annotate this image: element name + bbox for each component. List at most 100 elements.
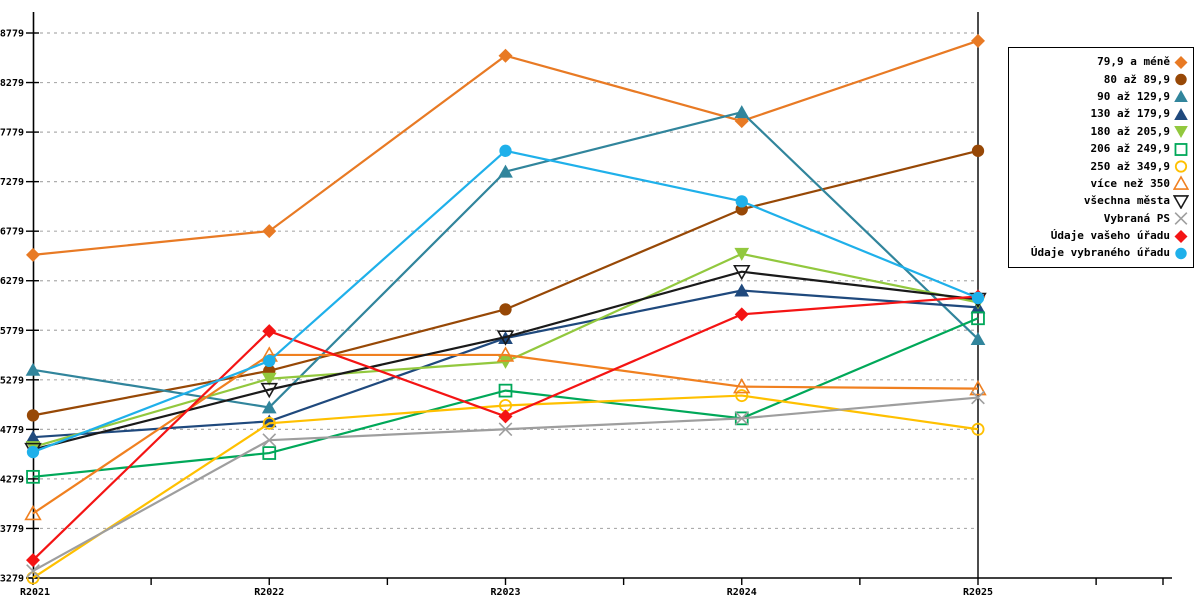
legend-item-gt-350: více než 350 — [1013, 175, 1190, 192]
series-selected-office-point-R2022 — [263, 354, 276, 368]
legend-item-90-129: 90 až 129,9 — [1013, 88, 1189, 105]
x-tick-label-R2025: R2025 — [963, 587, 993, 598]
series-vybrana-ps-point-R2021 — [26, 564, 40, 578]
y-tick-label-4779: 4779 — [0, 425, 24, 436]
legend-item-all-cities: všechna města — [1013, 192, 1190, 210]
series-your-office-point-R2023 — [498, 409, 513, 424]
series-gt-350 — [24, 346, 987, 521]
y-tick-label-4279: 4279 — [0, 474, 24, 485]
y-tick-label-3279: 3279 — [0, 574, 24, 585]
series-80-89-point-R2023 — [499, 303, 512, 316]
x-tick-label-R2024: R2024 — [727, 587, 757, 598]
series-250-349 — [26, 389, 985, 585]
series-all-cities-point-R2024 — [733, 264, 751, 281]
series-gt-350-point-R2023 — [496, 346, 515, 362]
x-tick-label-R2021: R2021 — [20, 587, 50, 598]
series-le-79-point-R2025 — [971, 33, 985, 48]
legend-label: Vybraná PS — [1103, 211, 1170, 225]
series-gt-350-point-R2024 — [733, 378, 751, 394]
series-206-249 — [26, 311, 985, 484]
legend-label: 250 až 349,9 — [1090, 159, 1170, 173]
series-all-cities-point-R2023 — [496, 330, 515, 346]
y-tick-label-7279: 7279 — [0, 177, 24, 188]
legend-label: všechna města — [1083, 194, 1170, 208]
series-your-office-point-R2024 — [734, 307, 749, 322]
y-tick-label-6279: 6279 — [0, 276, 24, 287]
y-tick-label-5779: 5779 — [0, 326, 24, 337]
series-vybrana-ps-point-R2024 — [734, 411, 749, 426]
legend-marker-square-open-icon — [1173, 141, 1189, 157]
legend-label: Údaje vašeho úřadu — [1050, 229, 1170, 243]
legend-marker-glyph — [1174, 90, 1188, 103]
legend-marker-diamond-icon — [1173, 228, 1189, 244]
series-180-205-point-R2023 — [498, 355, 513, 369]
y-tick-label-6779: 6779 — [0, 227, 24, 238]
series-90-129-point-R2022 — [261, 400, 277, 414]
series-selected-office-point-R2024 — [735, 195, 748, 208]
legend-marker-glyph — [1174, 107, 1188, 120]
series-your-office-point-R2021 — [26, 553, 40, 568]
legend-marker-circle-open-icon — [1173, 158, 1189, 174]
series-250-349-point-R2025 — [971, 422, 985, 436]
legend-marker-glyph — [1174, 126, 1188, 139]
series-selected-office-point-R2023 — [499, 144, 512, 157]
legend-marker-triangle-up-icon — [1173, 88, 1189, 104]
x-tick-label-R2022: R2022 — [254, 587, 284, 598]
series-180-205-point-R2022 — [261, 372, 277, 386]
legend-marker-triangle-open-icon — [1172, 175, 1190, 191]
legend-label: 180 až 205,9 — [1090, 124, 1170, 138]
series-206-249-point-R2022 — [262, 446, 277, 460]
series-80-89-point-R2025 — [971, 144, 985, 157]
series-le-79-point-R2022 — [262, 224, 277, 239]
series-le-79-point-R2021 — [26, 247, 40, 262]
series-90-129-point-R2024 — [734, 105, 750, 119]
series-90-129 — [25, 105, 986, 414]
legend-marker-circle-icon — [1173, 71, 1189, 87]
legend-marker-circle-icon — [1173, 245, 1189, 261]
legend-item-vybrana-ps: Vybraná PS — [1013, 210, 1189, 227]
legend-item-250-349: 250 až 349,9 — [1013, 157, 1189, 174]
legend-item-selected-office: Údaje vybraného úřadu — [1013, 244, 1189, 261]
series-gt-350-point-R2021 — [24, 504, 42, 521]
legend-label: 80 až 89,9 — [1103, 72, 1170, 86]
series-206-249-line — [32, 317, 979, 478]
series-vybrana-ps-point-R2023 — [498, 422, 513, 437]
series-your-office — [26, 289, 985, 568]
series-90-129-point-R2025 — [970, 332, 986, 346]
y-tick-label-7779: 7779 — [0, 128, 24, 139]
legend-item-130-179: 130 až 179,9 — [1013, 105, 1189, 122]
legend-item-le-79: 79,9 a méně — [1013, 53, 1189, 70]
series-selected-office-point-R2025 — [971, 291, 985, 305]
series-130-179-point-R2024 — [734, 283, 750, 297]
series-all-cities-point-R2022 — [260, 382, 278, 399]
legend-item-your-office: Údaje vašeho úřadu — [1013, 227, 1189, 244]
legend-marker-x-icon — [1173, 210, 1189, 226]
y-tick-label-8779: 8779 — [0, 29, 24, 40]
legend-marker-glyph — [1174, 142, 1188, 156]
legend-item-80-89: 80 až 89,9 — [1013, 70, 1189, 87]
legend-marker-diamond-icon — [1173, 54, 1189, 70]
series-selected-office — [26, 144, 985, 459]
legend-label: 79,9 a méně — [1097, 55, 1170, 69]
series-90-129-point-R2023 — [498, 164, 513, 178]
legend-marker-glyph — [1175, 247, 1187, 260]
legend-marker-glyph — [1174, 160, 1188, 173]
legend-marker-glyph — [1174, 212, 1188, 226]
series-selected-office-point-R2021 — [26, 445, 40, 459]
series-250-349-line — [32, 394, 979, 579]
legend-label: více než 350 — [1090, 176, 1170, 190]
y-tick-label-5279: 5279 — [0, 375, 24, 386]
legend-label: 206 až 249,9 — [1090, 142, 1170, 156]
series-206-249-point-R2023 — [498, 383, 513, 398]
series-le-79-point-R2023 — [498, 48, 513, 63]
x-tick-label-R2023: R2023 — [490, 587, 520, 598]
series-250-349-point-R2021 — [26, 571, 40, 585]
y-tick-label-8279: 8279 — [0, 78, 24, 89]
legend-label: Údaje vybraného úřadu — [1030, 246, 1170, 260]
series-90-129-point-R2021 — [25, 362, 41, 376]
series-206-249-point-R2025 — [971, 311, 985, 326]
legend-marker-glyph — [1172, 175, 1190, 191]
legend-marker-glyph — [1174, 55, 1188, 69]
